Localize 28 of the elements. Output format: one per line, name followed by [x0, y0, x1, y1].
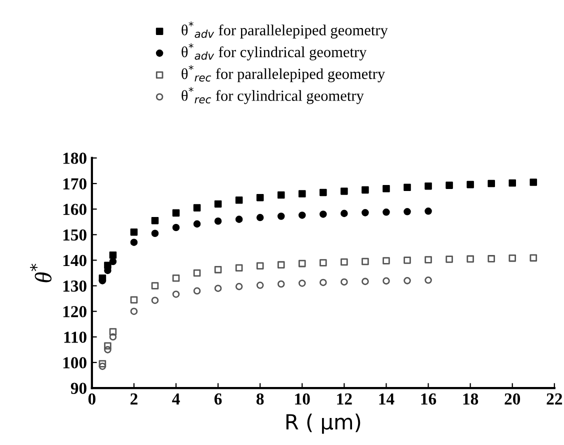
y-tick-label: 110 [64, 332, 86, 343]
y-tick-label: 160 [63, 204, 86, 216]
y-tick-label: 170 [63, 178, 86, 190]
legend-label: θ$^{*}$$_{adv}$ for cylindrical geometry [182, 43, 367, 60]
y-tick-label: 140 [63, 254, 86, 266]
x-tick-label: 8 [256, 393, 264, 405]
y-tick-label: 150 [63, 229, 86, 241]
y-tick-label: 130 [63, 280, 86, 292]
legend-label: θ$^{*}$$_{rec}$ for cylindrical geometry [182, 86, 364, 104]
y-tick-label: 120 [63, 306, 86, 318]
x-tick-label: 18 [463, 393, 478, 405]
y-tick-label: 90 [70, 382, 86, 394]
x-tick-label: 10 [295, 393, 310, 405]
y-axis-title: θ$^{*}$ [30, 264, 52, 282]
x-tick-label: 4 [172, 393, 180, 404]
x-tick-label: 22 [546, 393, 562, 404]
x-tick-label: 12 [337, 393, 352, 404]
x-tick-label: 20 [504, 393, 520, 405]
x-axis-title: R ( μm) [286, 414, 360, 434]
x-tick-label: 16 [421, 393, 436, 405]
legend-label: θ$^{*}$$_{adv}$ for parallelepiped geometry [182, 21, 388, 39]
y-tick-label: 180 [63, 152, 86, 164]
x-tick-label: 6 [214, 393, 222, 405]
x-tick-label: 2 [130, 393, 138, 404]
y-tick-label: 100 [63, 357, 86, 368]
x-tick-label: 14 [379, 393, 394, 404]
x-tick-label: 0 [88, 393, 96, 405]
legend-label: θ$^{*}$$_{rec}$ for parallelepiped geometry [182, 65, 386, 82]
